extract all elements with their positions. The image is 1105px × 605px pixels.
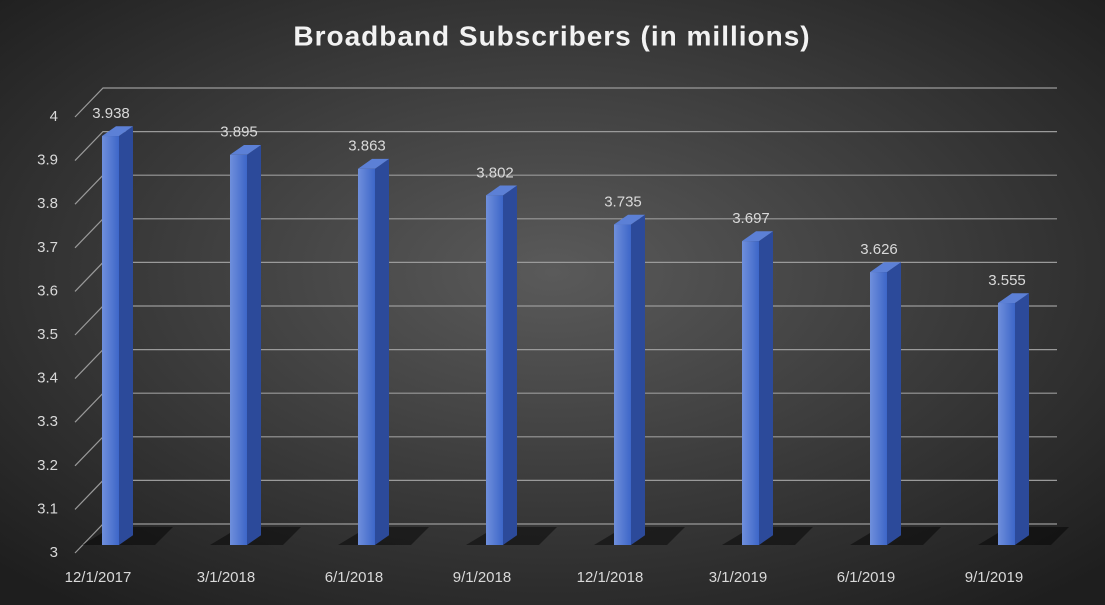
y-tick-label: 3.4 — [37, 370, 58, 387]
x-tick-label: 3/1/2018 — [197, 569, 255, 586]
bar-top — [230, 144, 261, 155]
value-label: 3.802 — [476, 164, 514, 181]
bar — [102, 136, 119, 546]
bar-side — [759, 231, 773, 546]
bar-top — [486, 185, 517, 196]
x-tick-label: 12/1/2018 — [577, 569, 644, 586]
bar-top — [742, 231, 773, 242]
bar-top — [998, 293, 1029, 304]
y-tick-label: 3.2 — [37, 457, 58, 474]
bar-side — [631, 214, 645, 546]
bar-top — [358, 158, 389, 169]
value-label: 3.938 — [92, 105, 130, 122]
value-label: 3.555 — [988, 272, 1026, 289]
bar — [870, 272, 887, 545]
grid: 3 3.1 3.2 3.3 3.4 3.5 3.6 3.7 3.8 3.9 4 — [37, 87, 1057, 561]
grid-line — [74, 87, 1057, 118]
value-label: 3.626 — [860, 241, 898, 258]
y-tick-label: 3.7 — [37, 239, 58, 256]
bar-side — [247, 144, 261, 546]
x-tick-label: 12/1/2017 — [65, 569, 132, 586]
x-tick-label: 3/1/2019 — [709, 569, 767, 586]
value-label: 3.697 — [732, 210, 770, 227]
grid-line — [74, 131, 1057, 162]
bar-side — [503, 185, 517, 545]
y-tick-label: 3.5 — [37, 326, 58, 343]
x-tick-label: 9/1/2018 — [453, 569, 511, 586]
y-tick-label: 4 — [50, 108, 58, 125]
value-label: 3.895 — [220, 124, 258, 141]
bar-side — [887, 262, 901, 545]
x-tick-label: 9/1/2019 — [965, 569, 1023, 586]
chart-title: Broadband Subscribers (in millions) — [293, 20, 810, 51]
y-tick-label: 3.6 — [37, 282, 58, 299]
bar-top — [870, 262, 901, 273]
bar — [614, 224, 631, 546]
y-tick-label: 3 — [50, 544, 58, 561]
y-tick-label: 3.8 — [37, 195, 58, 212]
bar — [998, 303, 1015, 545]
bars: 12/1/2017 3.938 3/1/2018 3.895 6/1/2018 3.863… — [65, 105, 1069, 586]
bar — [486, 195, 503, 545]
y-tick-label: 3.3 — [37, 413, 58, 430]
bar — [230, 154, 247, 545]
bar-side — [1015, 293, 1029, 545]
bar-side — [119, 126, 133, 546]
value-label: 3.735 — [604, 194, 642, 211]
y-tick-label: 3.9 — [37, 152, 58, 169]
x-tick-label: 6/1/2018 — [325, 569, 383, 586]
bar-top — [614, 214, 645, 225]
bar-top — [102, 126, 133, 137]
x-tick-label: 6/1/2019 — [837, 569, 895, 586]
bar — [742, 241, 759, 545]
value-label: 3.863 — [348, 138, 386, 155]
bar — [358, 168, 375, 545]
y-tick-label: 3.1 — [37, 500, 58, 517]
bar-side — [375, 158, 389, 545]
